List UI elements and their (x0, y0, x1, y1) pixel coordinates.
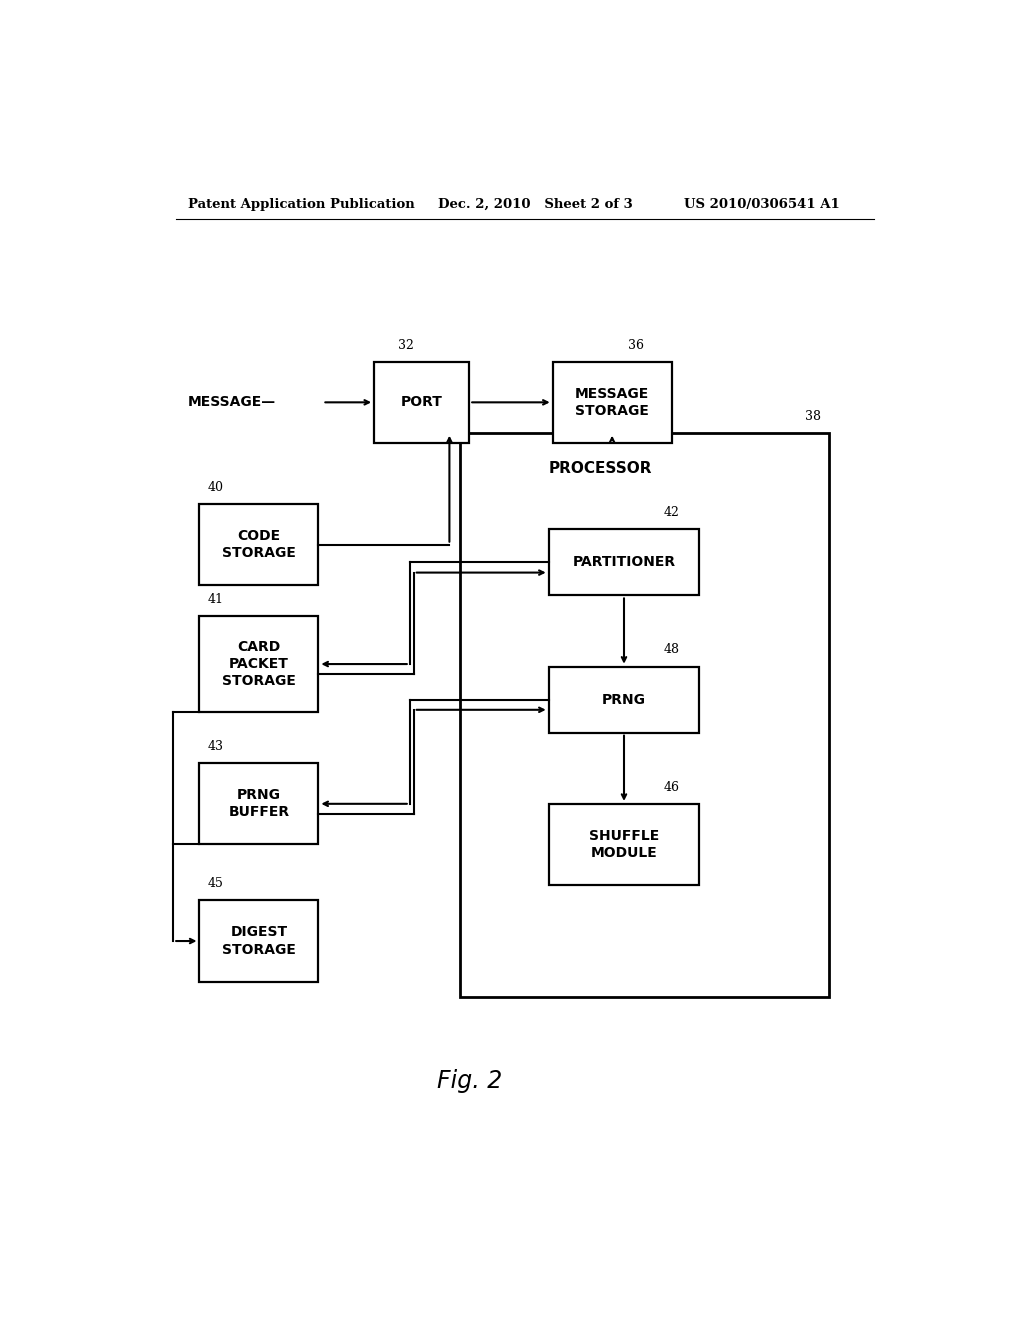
Text: 38: 38 (805, 409, 821, 422)
Text: 43: 43 (207, 741, 223, 752)
Bar (200, 504, 318, 585)
Text: PROCESSOR: PROCESSOR (548, 461, 651, 477)
Bar (549, 529, 699, 595)
Bar (200, 900, 318, 982)
Text: Fig. 2: Fig. 2 (436, 1069, 502, 1093)
Text: 48: 48 (664, 643, 680, 656)
Text: 36: 36 (628, 338, 644, 351)
Text: PARTITIONER: PARTITIONER (572, 556, 676, 569)
Text: 45: 45 (207, 878, 223, 890)
Bar (200, 615, 318, 713)
Text: 42: 42 (664, 507, 680, 519)
Text: Patent Application Publication: Patent Application Publication (187, 198, 415, 211)
Text: CODE
STORAGE: CODE STORAGE (222, 529, 296, 560)
Text: SHUFFLE
MODULE: SHUFFLE MODULE (589, 829, 659, 861)
Bar (549, 667, 699, 733)
Text: MESSAGE
STORAGE: MESSAGE STORAGE (574, 387, 649, 418)
Text: MESSAGE—: MESSAGE— (187, 395, 275, 409)
Text: 41: 41 (207, 593, 223, 606)
Bar (200, 763, 318, 845)
Text: DIGEST
STORAGE: DIGEST STORAGE (222, 925, 296, 957)
Text: 46: 46 (664, 780, 680, 793)
Text: PRNG
BUFFER: PRNG BUFFER (228, 788, 290, 820)
Bar (549, 804, 699, 886)
Text: Dec. 2, 2010   Sheet 2 of 3: Dec. 2, 2010 Sheet 2 of 3 (437, 198, 632, 211)
Text: 40: 40 (207, 480, 223, 494)
Text: PRNG: PRNG (602, 693, 646, 706)
Text: CARD
PACKET
STORAGE: CARD PACKET STORAGE (222, 640, 296, 688)
Bar (460, 433, 828, 997)
Text: US 2010/0306541 A1: US 2010/0306541 A1 (684, 198, 840, 211)
Text: PORT: PORT (400, 395, 442, 409)
Bar (374, 362, 469, 444)
Text: 32: 32 (397, 338, 414, 351)
Bar (553, 362, 672, 444)
